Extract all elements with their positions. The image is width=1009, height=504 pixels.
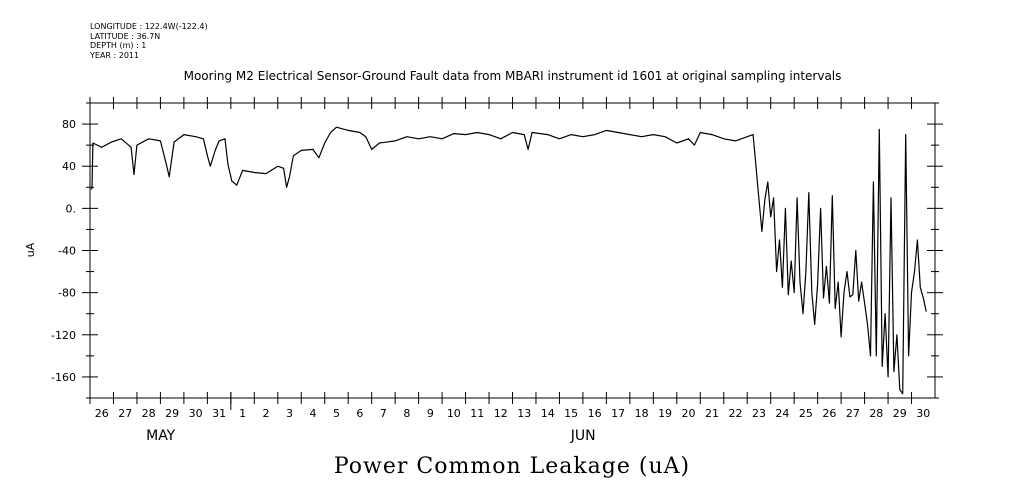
month-label: MAY <box>146 428 176 444</box>
y-tick-label: 0. <box>66 202 77 215</box>
x-tick-label: 20 <box>682 407 696 420</box>
x-tick-label: 27 <box>118 407 132 420</box>
chart-title: Mooring M2 Electrical Sensor-Ground Faul… <box>183 69 842 83</box>
month-label: JUN <box>570 428 596 444</box>
x-tick-label: 28 <box>869 407 883 420</box>
x-tick-label: 22 <box>728 407 742 420</box>
x-tick-label: 30 <box>916 407 930 420</box>
x-tick-label: 16 <box>588 407 602 420</box>
y-axis-label: uA <box>24 242 37 257</box>
x-tick-label: 5 <box>333 407 340 420</box>
x-tick-label: 24 <box>775 407 789 420</box>
x-tick-label: 8 <box>403 407 410 420</box>
series-group <box>90 126 927 395</box>
y-tick-label: 40 <box>62 160 76 173</box>
y-tick-label: -160 <box>51 371 76 384</box>
y-tick-label: -80 <box>58 287 76 300</box>
x-tick-label: 7 <box>380 407 387 420</box>
x-tick-label: 17 <box>611 407 625 420</box>
series-line <box>90 126 927 395</box>
x-tick-label: 13 <box>517 407 531 420</box>
x-tick-label: 9 <box>427 407 434 420</box>
x-tick-label: 12 <box>494 407 508 420</box>
x-tick-label: 19 <box>658 407 672 420</box>
y-tick-label: -120 <box>51 329 76 342</box>
latitude-text: LATITUDE : 36.7N <box>90 31 161 41</box>
x-tick-label: 10 <box>447 407 461 420</box>
x-tick-label: 26 <box>822 407 836 420</box>
x-tick-label: 21 <box>705 407 719 420</box>
x-tick-label: 18 <box>635 407 649 420</box>
longitude-text: LONGITUDE : 122.4W(-122.4) <box>90 22 208 31</box>
y-axis: 80 40 0. -40 -80 -120 -160 <box>51 102 943 399</box>
x-axis-label: Power Common Leakage (uA) <box>333 454 691 479</box>
x-tick-label: 25 <box>799 407 813 420</box>
metadata-block: LONGITUDE : 122.4W(-122.4) LATITUDE : 36… <box>90 22 208 60</box>
y-tick-label: 80 <box>62 118 76 131</box>
x-tick-label: 28 <box>142 407 156 420</box>
x-axis: 26 27 28 29 30 31 1 2 3 4 5 6 7 8 9 10 11 12 13 14 15 16 17 18 1… <box>89 97 930 444</box>
x-tick-label: 30 <box>189 407 203 420</box>
x-tick-label: 31 <box>212 407 226 420</box>
year-text: YEAR : 2011 <box>90 50 140 60</box>
depth-text: DEPTH (m) : 1 <box>90 41 147 50</box>
x-tick-label: 6 <box>356 407 363 420</box>
x-tick-label: 4 <box>309 407 316 420</box>
x-tick-label: 1 <box>239 407 246 420</box>
x-tick-label: 3 <box>286 407 293 420</box>
x-tick-label: 11 <box>470 407 484 420</box>
x-tick-label: 27 <box>846 407 860 420</box>
y-tick-label: -40 <box>58 245 76 258</box>
x-tick-label: 26 <box>95 407 109 420</box>
x-tick-label: 15 <box>564 407 578 420</box>
x-tick-label: 29 <box>165 407 179 420</box>
x-tick-label: 29 <box>893 407 907 420</box>
x-tick-label: 2 <box>263 407 270 420</box>
x-tick-label: 23 <box>752 407 766 420</box>
x-tick-label: 14 <box>541 407 555 420</box>
